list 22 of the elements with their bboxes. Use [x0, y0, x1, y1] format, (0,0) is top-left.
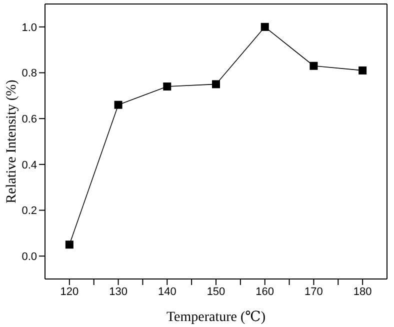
point [260, 22, 269, 31]
y-tick-label: 0.6 [22, 113, 37, 126]
y-tick-label: 1.0 [22, 22, 37, 34]
y-tick-label: 0.2 [22, 205, 37, 218]
x-tick-label: 120 [60, 286, 79, 298]
x-tick-label: 130 [109, 286, 128, 298]
point [310, 62, 318, 70]
y-axis-title: Relative Intensity (%) [4, 79, 20, 204]
point [358, 66, 367, 74]
y-tick-label: 0.0 [22, 250, 37, 263]
x-tick-label: 150 [206, 286, 226, 298]
x-axis-title: Temperature (℃) [166, 310, 266, 325]
x-tick-label: 170 [304, 286, 323, 298]
point [163, 82, 172, 90]
x-tick-label: 140 [158, 286, 176, 298]
x-tick-label: 160 [256, 286, 274, 298]
point [212, 80, 220, 88]
y-tick-label: 0.4 [22, 159, 37, 172]
y-tick-label: 0.8 [22, 68, 37, 80]
point [114, 100, 122, 109]
x-tick-label: 180 [353, 286, 372, 298]
point [65, 240, 74, 249]
